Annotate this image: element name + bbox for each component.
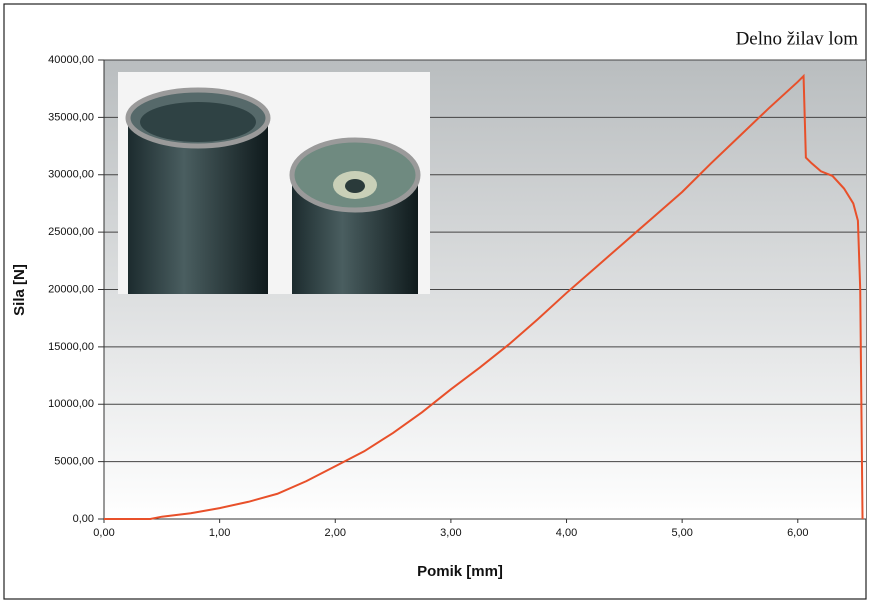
chart: Delno žilav lom Pomik [mm] Sila [N] 0,00… [0, 0, 870, 603]
x-tick-label: 6,00 [787, 527, 808, 539]
x-tick-label: 1,00 [209, 527, 230, 539]
y-tick-label: 10000,00 [48, 398, 94, 410]
y-tick-label: 15000,00 [48, 341, 94, 353]
y-tick-label: 30000,00 [48, 169, 94, 181]
inset-photo [118, 72, 430, 294]
x-axis-title: Pomik [mm] [417, 563, 503, 580]
y-axis-title: Sila [N] [11, 264, 28, 316]
y-tick-label: 20000,00 [48, 283, 94, 295]
y-tick-label: 5000,00 [54, 456, 94, 468]
y-tick-label: 0,00 [73, 513, 94, 525]
y-tick-label: 35000,00 [48, 111, 94, 123]
page: Delno žilav lom Pomik [mm] Sila [N] 0,00… [0, 0, 870, 603]
x-tick-label: 0,00 [93, 527, 114, 539]
y-tick-label: 25000,00 [48, 226, 94, 238]
x-tick-label: 4,00 [556, 527, 577, 539]
annotation: Delno žilav lom [736, 28, 859, 49]
y-tick-label: 40000,00 [48, 54, 94, 66]
x-tick-label: 3,00 [440, 527, 461, 539]
x-tick-label: 2,00 [325, 527, 346, 539]
x-tick-label: 5,00 [671, 527, 692, 539]
